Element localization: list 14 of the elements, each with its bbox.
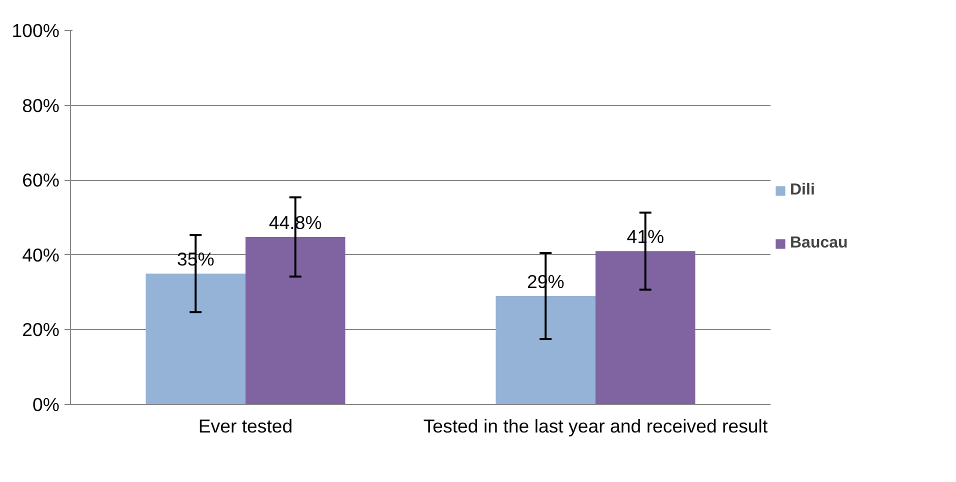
bar — [246, 236, 346, 404]
bar — [496, 296, 596, 404]
y-tick-label: 20% — [22, 319, 60, 340]
y-tick-label: 40% — [22, 244, 60, 266]
y-tick-label: 80% — [22, 94, 60, 116]
legend-label: Baucau — [790, 234, 849, 254]
y-tick-label: 100% — [12, 20, 60, 41]
y-tick-label: 0% — [32, 394, 60, 415]
legend-label: Dili — [790, 180, 816, 200]
y-tick-label: 60% — [22, 170, 60, 191]
bar — [596, 251, 696, 404]
x-tick-label: Tested in the last year and received result — [423, 416, 768, 436]
x-tick-label: Ever tested — [198, 416, 293, 436]
bar — [146, 274, 246, 404]
